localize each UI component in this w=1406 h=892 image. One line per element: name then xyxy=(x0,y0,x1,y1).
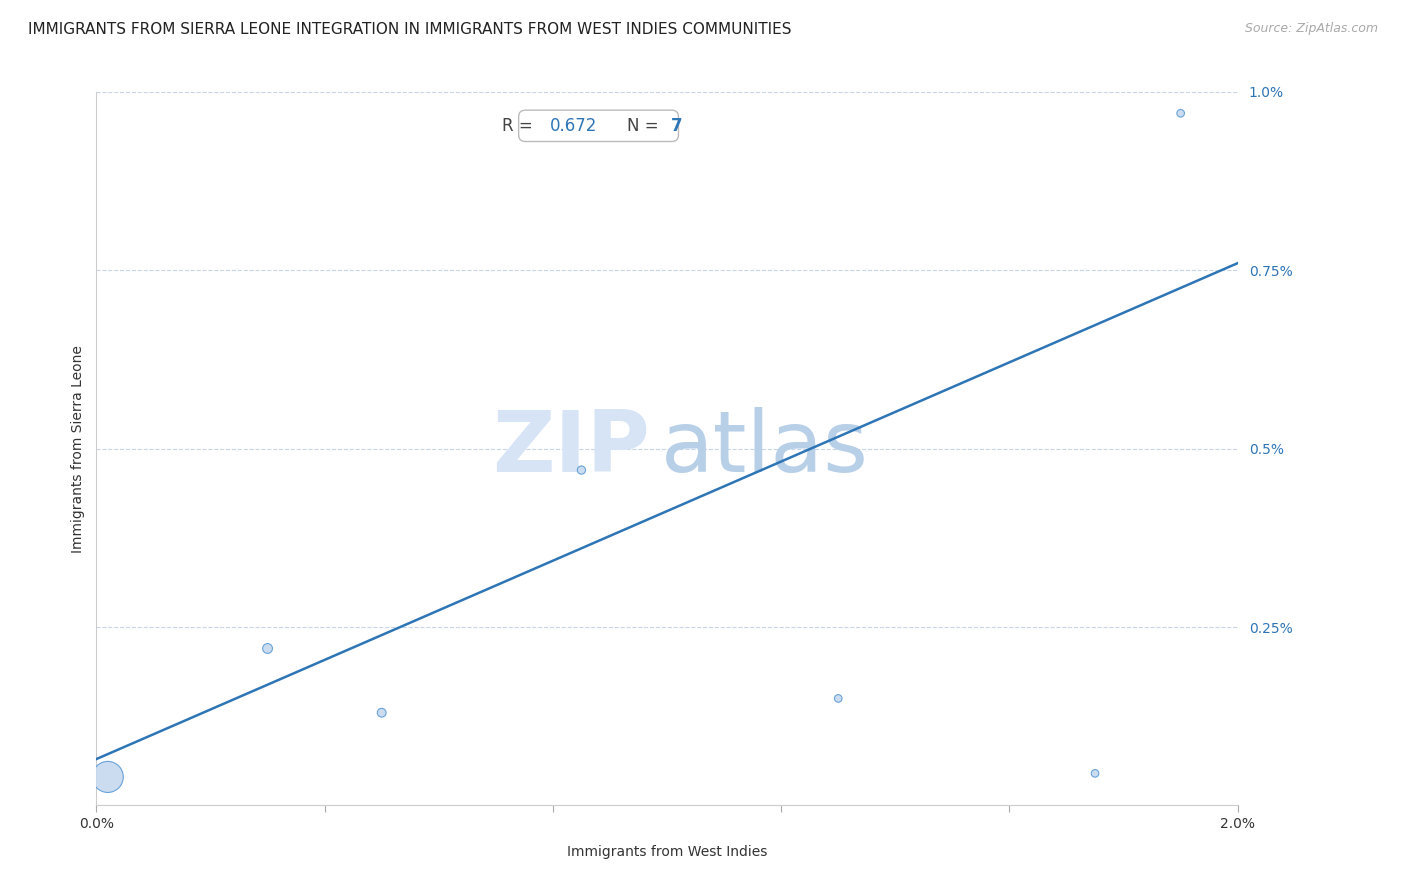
Point xyxy=(827,691,849,706)
Text: R =: R = xyxy=(502,117,537,135)
Point xyxy=(256,641,278,656)
Text: atlas: atlas xyxy=(661,407,869,491)
Point xyxy=(1170,106,1192,120)
Y-axis label: Immigrants from Sierra Leone: Immigrants from Sierra Leone xyxy=(72,344,86,553)
Point xyxy=(370,706,392,720)
Point xyxy=(1084,766,1107,780)
X-axis label: Immigrants from West Indies: Immigrants from West Indies xyxy=(567,845,768,859)
Text: Source: ZipAtlas.com: Source: ZipAtlas.com xyxy=(1244,22,1378,36)
Text: IMMIGRANTS FROM SIERRA LEONE INTEGRATION IN IMMIGRANTS FROM WEST INDIES COMMUNIT: IMMIGRANTS FROM SIERRA LEONE INTEGRATION… xyxy=(28,22,792,37)
Text: 0.672: 0.672 xyxy=(550,117,598,135)
Point xyxy=(571,463,593,477)
Point xyxy=(97,770,120,784)
Text: N =: N = xyxy=(627,117,664,135)
Text: 7: 7 xyxy=(671,117,682,135)
Text: ZIP: ZIP xyxy=(492,407,650,491)
Text: R = 0.672   N = 7: R = 0.672 N = 7 xyxy=(526,117,672,135)
